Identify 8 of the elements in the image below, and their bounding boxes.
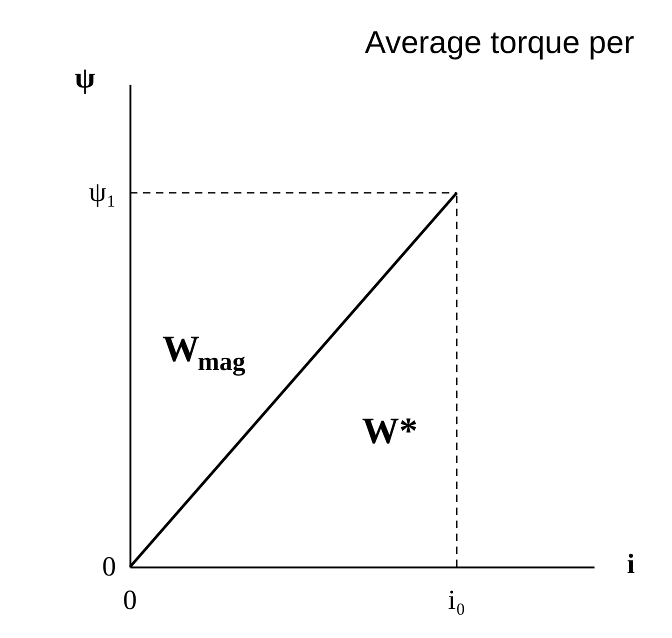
text: i₀ [448,585,466,616]
chart-title: Average torque per [364,24,634,60]
y-axis-title: ψ [74,62,96,95]
annotation: W* [362,411,418,452]
text: 0 [102,551,116,582]
text: 0 [122,585,137,616]
x-axis-title: i [626,549,635,580]
text: ψ₁ [88,177,116,208]
